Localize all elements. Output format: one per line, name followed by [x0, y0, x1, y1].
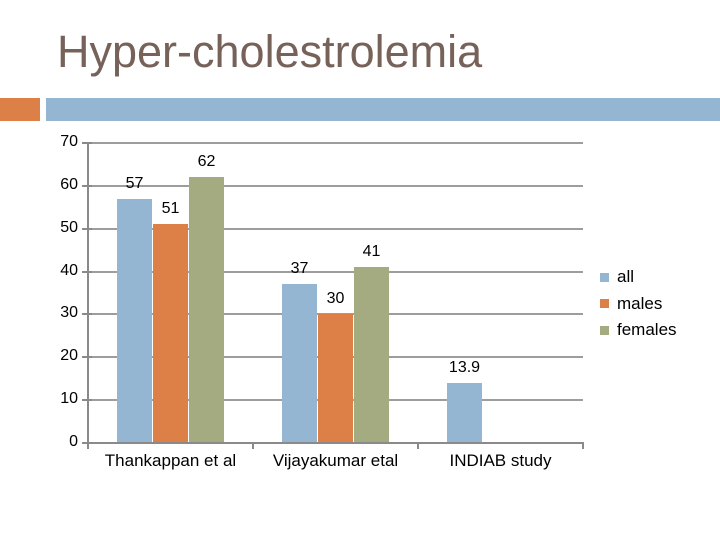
x-tick: [582, 443, 584, 449]
x-tick: [252, 443, 254, 449]
bar-all-group1: [117, 198, 152, 443]
legend-item-females: females: [600, 320, 677, 340]
y-axis-label-20: 20: [60, 347, 78, 365]
bar-value-label: 13.9: [448, 359, 481, 377]
x-axis-line: [87, 442, 584, 444]
bar-value-label: 41: [362, 243, 381, 261]
bar-value-label: 62: [197, 153, 216, 171]
bar-value-label: 51: [161, 200, 180, 218]
category-label: Thankappan et al: [104, 451, 237, 470]
bar-value-label: 57: [125, 174, 144, 192]
y-axis-label-70: 70: [60, 133, 78, 150]
gridline-60: [88, 184, 583, 187]
y-axis-label-60: 60: [60, 175, 78, 193]
bar-all-group3: [447, 383, 482, 443]
bar-females-group1: [189, 177, 224, 443]
bar-males-group1: [153, 224, 188, 443]
y-axis-label-40: 40: [60, 261, 78, 279]
legend-swatch-males: [600, 299, 609, 308]
legend-item-males: males: [600, 294, 662, 314]
legend-label: females: [617, 320, 677, 339]
accent-orange-square: [0, 98, 40, 121]
bar-value-label: 30: [326, 290, 345, 308]
y-axis-label-0: 0: [69, 433, 78, 450]
legend-swatch-females: [600, 325, 609, 335]
bar-value-label: 37: [290, 260, 309, 278]
y-axis-label-10: 10: [60, 390, 78, 408]
category-label: INDIAB study: [449, 451, 552, 470]
y-axis-line: [87, 143, 89, 443]
y-axis-label-30: 30: [60, 304, 78, 322]
gridline-40: [88, 270, 583, 273]
bar-all-group2: [282, 284, 317, 443]
x-tick: [87, 443, 89, 449]
legend-swatch-all: [600, 272, 609, 282]
legend-item-all: all: [600, 267, 634, 287]
accent-blue-bar: [46, 98, 720, 121]
legend-label: males: [617, 293, 663, 313]
category-label: Vijayakumar etal: [272, 451, 399, 470]
legend-label: all: [617, 267, 635, 286]
bar-females-group2: [354, 267, 389, 443]
y-axis-label-50: 50: [60, 218, 78, 236]
x-tick: [417, 443, 419, 449]
gridline-50: [88, 227, 583, 230]
gridline-70: [88, 142, 583, 144]
bar-males-group2: [318, 314, 353, 443]
slide-title: Hyper-cholestrolemia: [57, 26, 483, 77]
